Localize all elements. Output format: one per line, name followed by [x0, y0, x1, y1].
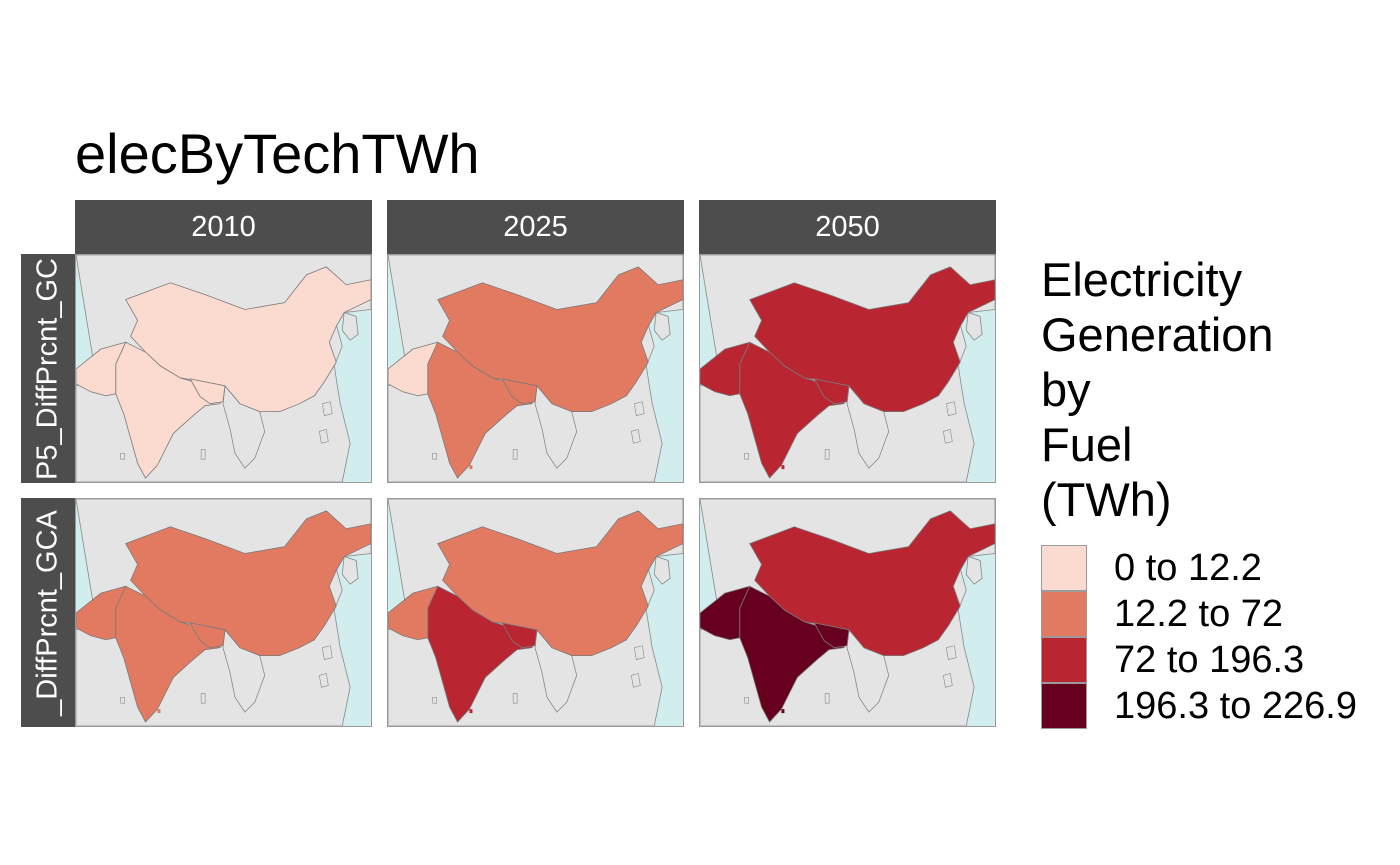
- island: [631, 673, 641, 688]
- map-panel-row2-2010: [75, 498, 372, 727]
- legend-swatch-1: [1041, 545, 1087, 591]
- region-sri-lanka-marker: [469, 465, 473, 470]
- map-svg: [388, 499, 683, 726]
- region-sri-lanka-marker: [157, 709, 161, 714]
- facet-label-row-1: P5_DiffPrcnt_GC: [31, 257, 64, 480]
- island: [432, 452, 437, 460]
- island: [200, 448, 206, 460]
- island: [824, 692, 830, 704]
- region-bangladesh: [189, 622, 226, 649]
- legend-label-3: 72 to 196.3: [1114, 639, 1305, 681]
- region-sri-lanka-marker: [781, 709, 785, 714]
- map-svg: [700, 499, 995, 726]
- island: [512, 448, 518, 460]
- island: [744, 696, 749, 704]
- region-india: [739, 341, 850, 479]
- region-pakistan: [388, 585, 439, 641]
- legend-item-3: 72 to 196.3: [1041, 637, 1391, 683]
- island: [319, 673, 329, 688]
- legend-item-1: 0 to 12.2: [1041, 545, 1391, 591]
- facet-strip-2025: 2025: [387, 200, 684, 254]
- legend-swatch-3: [1041, 637, 1087, 683]
- map-panel-row1-2025: [387, 254, 684, 483]
- region-sri-lanka-marker: [469, 709, 473, 714]
- region-india: [427, 585, 538, 723]
- region-sri-lanka-marker: [157, 465, 161, 470]
- island: [120, 452, 125, 460]
- facet-strip-2050: 2050: [699, 200, 996, 254]
- island: [744, 452, 749, 460]
- map-svg: [388, 255, 683, 482]
- region-bangladesh: [813, 622, 850, 649]
- korea-land: [341, 311, 359, 341]
- map-panel-row1-2050: [699, 254, 996, 483]
- island: [943, 429, 953, 444]
- map-svg: [700, 255, 995, 482]
- legend-item-4: 196.3 to 226.9: [1041, 683, 1391, 729]
- island: [631, 429, 641, 444]
- island: [633, 401, 645, 416]
- region-bangladesh: [501, 378, 538, 405]
- region-pakistan: [700, 585, 751, 641]
- korea-land: [341, 555, 359, 585]
- island: [200, 692, 206, 704]
- facet-strip-row-2: _DiffPrcnt_GCA: [21, 498, 75, 727]
- legend-label-2: 12.2 to 72: [1114, 593, 1284, 635]
- region-bangladesh: [813, 378, 850, 405]
- island: [319, 429, 329, 444]
- region-pakistan: [388, 341, 439, 397]
- island: [432, 696, 437, 704]
- island: [512, 692, 518, 704]
- map-svg: [76, 255, 371, 482]
- region-pakistan: [76, 341, 127, 397]
- facet-strip-2010: 2010: [75, 200, 372, 254]
- island: [120, 696, 125, 704]
- region-bangladesh: [189, 378, 226, 405]
- korea-land: [653, 555, 671, 585]
- facet-label-2025: 2025: [503, 210, 568, 243]
- region-india: [115, 585, 226, 723]
- legend-title: Electricity Generation by Fuel (TWh): [1041, 253, 1274, 526]
- facet-strip-row-1: P5_DiffPrcnt_GC: [21, 254, 75, 483]
- region-pakistan: [76, 585, 127, 641]
- island: [945, 645, 957, 660]
- map-svg: [76, 499, 371, 726]
- map-panel-row1-2010: [75, 254, 372, 483]
- facet-label-2010: 2010: [191, 210, 256, 243]
- region-pakistan: [700, 341, 751, 397]
- legend-swatch-4: [1041, 683, 1087, 729]
- map-panel-row2-2025: [387, 498, 684, 727]
- facet-label-2050: 2050: [815, 210, 880, 243]
- korea-land: [965, 311, 983, 341]
- legend-item-2: 12.2 to 72: [1041, 591, 1391, 637]
- legend-swatch-2: [1041, 591, 1087, 637]
- region-bangladesh: [501, 622, 538, 649]
- island: [943, 673, 953, 688]
- region-india: [427, 341, 538, 479]
- korea-land: [965, 555, 983, 585]
- legend-label-1: 0 to 12.2: [1114, 547, 1262, 589]
- map-panel-row2-2050: [699, 498, 996, 727]
- korea-land: [653, 311, 671, 341]
- island: [824, 448, 830, 460]
- legend-label-4: 196.3 to 226.9: [1114, 685, 1357, 727]
- island: [633, 645, 645, 660]
- facet-label-row-2: _DiffPrcnt_GCA: [31, 509, 64, 716]
- map-title: elecByTechTWh: [75, 122, 480, 185]
- island: [945, 401, 957, 416]
- region-india: [739, 585, 850, 723]
- island: [321, 645, 333, 660]
- island: [321, 401, 333, 416]
- region-india: [115, 341, 226, 479]
- region-sri-lanka-marker: [781, 465, 785, 470]
